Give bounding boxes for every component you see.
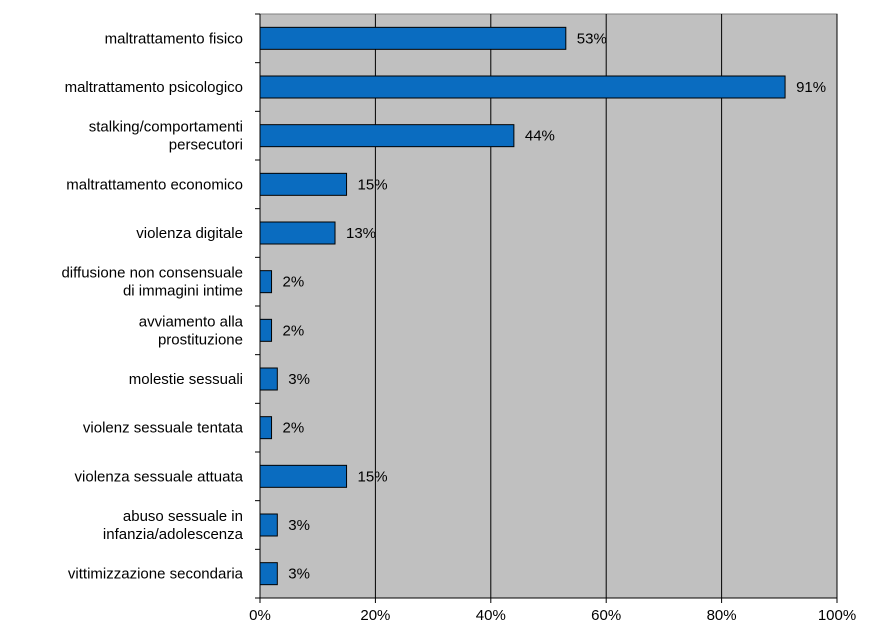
x-tick-label: 100% bbox=[818, 607, 856, 624]
bar bbox=[259, 416, 273, 440]
data-label: 3% bbox=[288, 371, 310, 388]
category-label: abuso sessuale in infanzia/adolescenza bbox=[103, 508, 244, 543]
x-axis-ticks: 0% 20% 40% 60% 80% 100% bbox=[249, 598, 856, 624]
data-label: 2% bbox=[283, 322, 305, 339]
bars bbox=[259, 26, 786, 586]
data-label: 91% bbox=[796, 79, 826, 96]
category-label: vittimizzazione secondaria bbox=[68, 566, 244, 583]
category-label: maltrattamento economico bbox=[66, 176, 243, 193]
data-label: 2% bbox=[283, 420, 305, 437]
data-label: 44% bbox=[525, 128, 555, 145]
category-label: maltrattamento fisico bbox=[105, 30, 243, 47]
category-label: maltrattamento psicologico bbox=[65, 79, 243, 96]
data-label: 3% bbox=[288, 566, 310, 583]
bar bbox=[259, 562, 278, 586]
x-tick-label: 40% bbox=[476, 607, 506, 624]
category-labels: maltrattamento fisico maltrattamento psic… bbox=[61, 30, 243, 582]
x-tick-label: 0% bbox=[249, 607, 271, 624]
category-label: avviamento alla prostituzione bbox=[139, 313, 244, 348]
bar bbox=[259, 464, 348, 488]
data-label: 15% bbox=[358, 468, 388, 485]
category-label: stalking/comportamenti persecutori bbox=[89, 119, 243, 154]
x-tick-label: 60% bbox=[591, 607, 621, 624]
bar bbox=[259, 221, 336, 245]
bar bbox=[259, 367, 278, 391]
x-tick-label: 80% bbox=[707, 607, 737, 624]
data-label: 3% bbox=[288, 517, 310, 534]
bar bbox=[259, 318, 273, 342]
category-label: violenza digitale bbox=[136, 225, 243, 242]
data-labels: 53% 91% 44% 15% 13% 2% 2% 3% 2% 15% 3% 3% bbox=[283, 30, 827, 582]
bar bbox=[259, 75, 786, 99]
bar bbox=[259, 172, 348, 196]
category-label: violenz sessuale tentata bbox=[83, 420, 244, 437]
plot-area bbox=[259, 13, 838, 599]
bar bbox=[259, 513, 278, 537]
x-tick-label: 20% bbox=[360, 607, 390, 624]
bar bbox=[259, 124, 515, 148]
gridlines bbox=[255, 13, 838, 603]
bar bbox=[259, 26, 567, 50]
data-label: 15% bbox=[358, 176, 388, 193]
data-label: 53% bbox=[577, 30, 607, 47]
category-label: violenza sessuale attuata bbox=[75, 468, 244, 485]
data-label: 13% bbox=[346, 225, 376, 242]
category-label: molestie sessuali bbox=[129, 371, 243, 388]
bar bbox=[259, 270, 273, 294]
category-label: diffusione non consensuale di immagini in… bbox=[61, 265, 243, 300]
data-label: 2% bbox=[283, 274, 305, 291]
